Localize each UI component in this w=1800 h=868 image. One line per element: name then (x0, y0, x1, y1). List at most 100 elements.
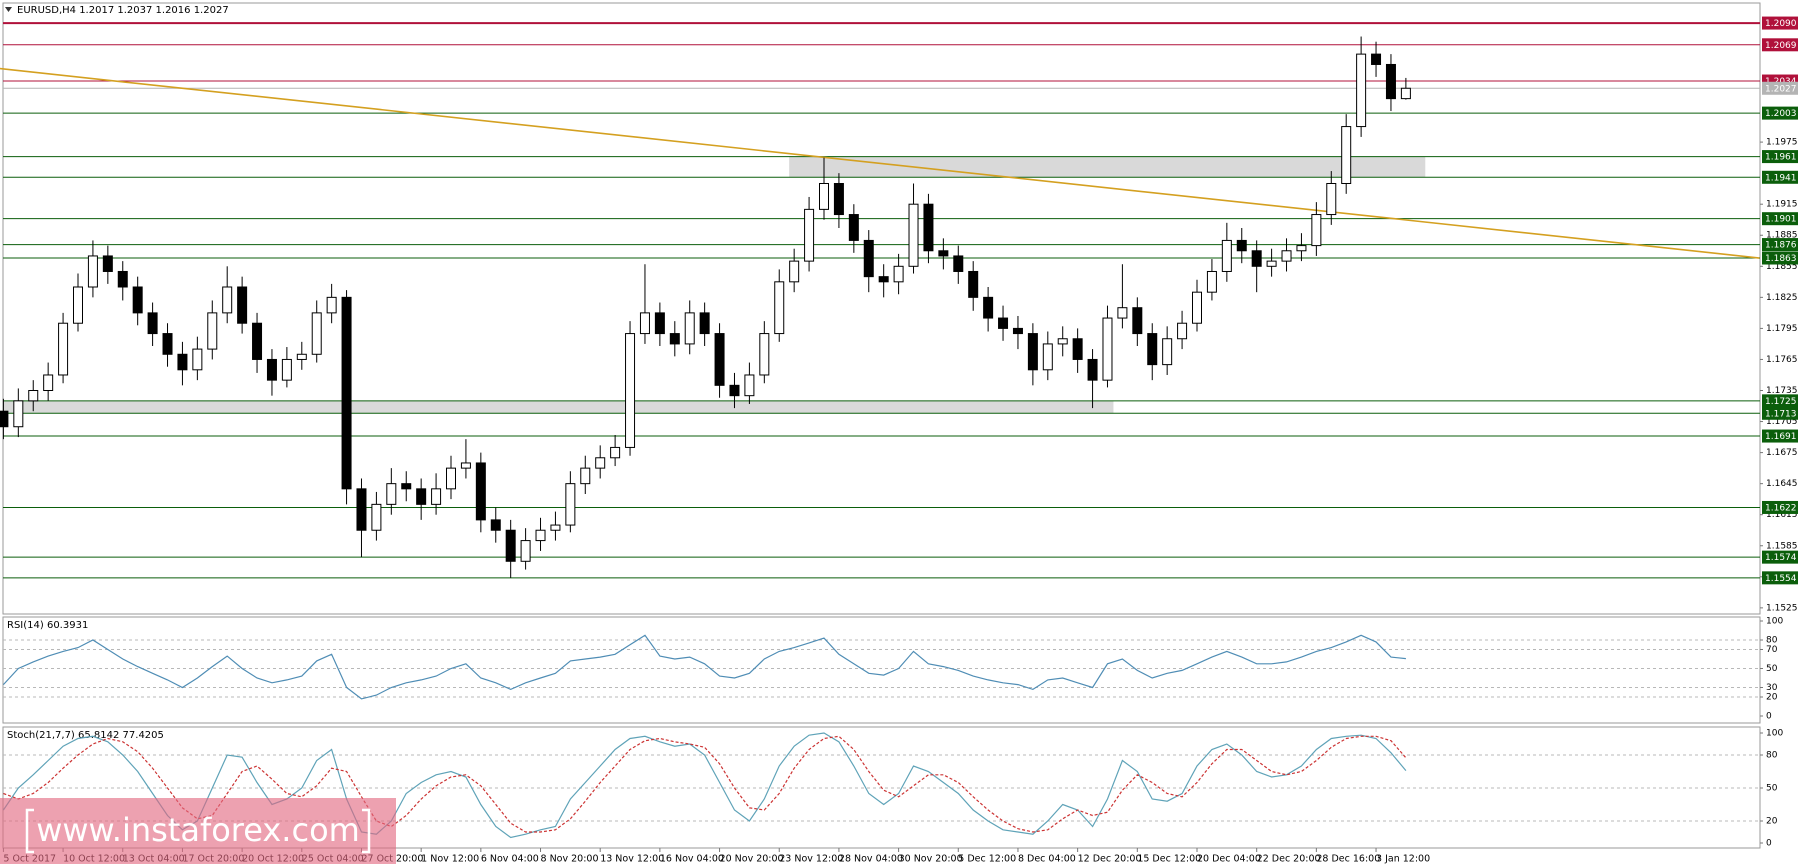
candle-body (326, 296, 337, 314)
indicator-line (2, 732, 1407, 839)
x-tick-label: 12 Dec 20:00 (1078, 854, 1142, 865)
candle-body (714, 333, 725, 386)
y-tick-label: 1.1675 (1766, 448, 1798, 458)
x-tick-label: 8 Dec 04:00 (1018, 854, 1076, 865)
candle-body (550, 524, 561, 531)
x-tick-label: 20 Nov 20:00 (720, 854, 784, 865)
candle-body (58, 322, 69, 376)
candle-body (311, 312, 322, 355)
candle-body (28, 390, 39, 402)
y-tick-label: 80 (1766, 751, 1778, 761)
candle-body (431, 488, 442, 505)
rsi-title: RSI(14) 60.3931 (7, 620, 88, 631)
candle-body (1087, 358, 1098, 381)
candle-body (341, 296, 352, 490)
candle-body (162, 333, 173, 355)
candle-body (1221, 239, 1232, 272)
x-tick-label: 13 Nov 12:00 (600, 854, 664, 865)
zone (3, 400, 1114, 414)
candle-body (87, 255, 98, 288)
candle-body (1341, 126, 1352, 184)
level-label-box (1762, 150, 1798, 164)
y-tick-label: 80 (1766, 636, 1778, 646)
x-tick-label: 8 Nov 20:00 (541, 854, 599, 865)
candle-body (446, 467, 456, 490)
y-tick-label: 1.1795 (1766, 324, 1798, 334)
rsi-panel (2, 616, 1761, 724)
candle-body (0, 410, 9, 428)
candle-body (759, 333, 770, 376)
candle-body (639, 312, 650, 335)
y-tick-label: 50 (1766, 784, 1778, 794)
candle-body (13, 400, 24, 428)
level-label: 1.2090 (1765, 19, 1797, 29)
candle-body (222, 286, 233, 314)
candle-body (580, 467, 591, 485)
candle-body (73, 286, 83, 324)
candle-body (804, 208, 815, 262)
candle-body (1162, 338, 1173, 366)
candle-body (1012, 327, 1023, 335)
chart-title: EURUSD,H4 1.2017 1.2037 1.2016 1.2027 (17, 5, 229, 16)
level-label-box (1762, 429, 1798, 443)
level-label-box (1762, 550, 1798, 564)
y-tick-label: 1.1615 (1766, 510, 1798, 520)
level-label-box (1762, 38, 1798, 52)
y-tick-label: 1.1735 (1766, 386, 1798, 396)
y-tick-label: 1.1915 (1766, 200, 1798, 210)
candle-body (1311, 214, 1322, 247)
watermark: www.instaforex.com (0, 798, 396, 864)
level-label-box (1762, 238, 1798, 252)
level-label: 1.2027 (1765, 84, 1797, 94)
candle-body (1177, 322, 1188, 340)
level-label: 1.1961 (1765, 153, 1797, 163)
y-tick-label: 1.1855 (1766, 262, 1798, 272)
indicator-line (3, 735, 1407, 833)
y-tick-label: 0 (1766, 712, 1772, 722)
candle-body (401, 483, 412, 490)
level-label-box (1762, 212, 1798, 226)
y-tick-label: 100 (1766, 617, 1783, 627)
indicator-line (2, 634, 1406, 700)
watermark-brackets (25, 808, 371, 854)
y-tick-label: 20 (1766, 817, 1778, 827)
candle-body (177, 353, 188, 371)
level-label-box (1762, 394, 1798, 408)
candle-body (1236, 239, 1247, 252)
candle-body (207, 312, 218, 350)
trendline (0, 67, 1760, 259)
level-label: 1.2003 (1765, 109, 1797, 119)
candle-body (819, 182, 829, 210)
x-tick-label: 1 Nov 12:00 (421, 854, 479, 865)
level-label: 1.2069 (1765, 41, 1797, 51)
candle-body (1206, 270, 1217, 293)
y-tick-label: 1.1525 (1766, 603, 1798, 613)
level-label-box (1762, 106, 1798, 120)
y-tick-label: 1.1645 (1766, 479, 1798, 489)
level-label: 1.1876 (1765, 241, 1797, 251)
candle-body (878, 276, 889, 283)
candle-body (1132, 307, 1143, 335)
x-tick-label: 23 Nov 12:00 (779, 854, 843, 865)
candle-body (1385, 63, 1396, 100)
candle-body (252, 322, 263, 360)
candle-body (1251, 250, 1262, 267)
level-label: 1.1574 (1765, 553, 1797, 563)
candle-body (729, 384, 740, 397)
x-tick-label: 28 Nov 04:00 (839, 854, 903, 865)
level-label: 1.1725 (1765, 397, 1797, 407)
level-label: 1.1691 (1765, 432, 1797, 442)
candle-body (1147, 333, 1158, 366)
candle-body (117, 270, 128, 288)
y-tick-label: 20 (1766, 693, 1778, 703)
level-label: 1.1901 (1765, 215, 1797, 225)
level-label: 1.1941 (1765, 173, 1797, 183)
level-label-box (1762, 500, 1798, 514)
level-label: 1.1863 (1765, 254, 1797, 264)
y-tick-label: 1.1765 (1766, 355, 1798, 365)
x-tick-label: 15 Dec 12:00 (1137, 854, 1201, 865)
y-tick-label: 30 (1766, 683, 1778, 693)
candle-body (789, 260, 800, 283)
y-tick-label: 1.1705 (1766, 417, 1798, 427)
